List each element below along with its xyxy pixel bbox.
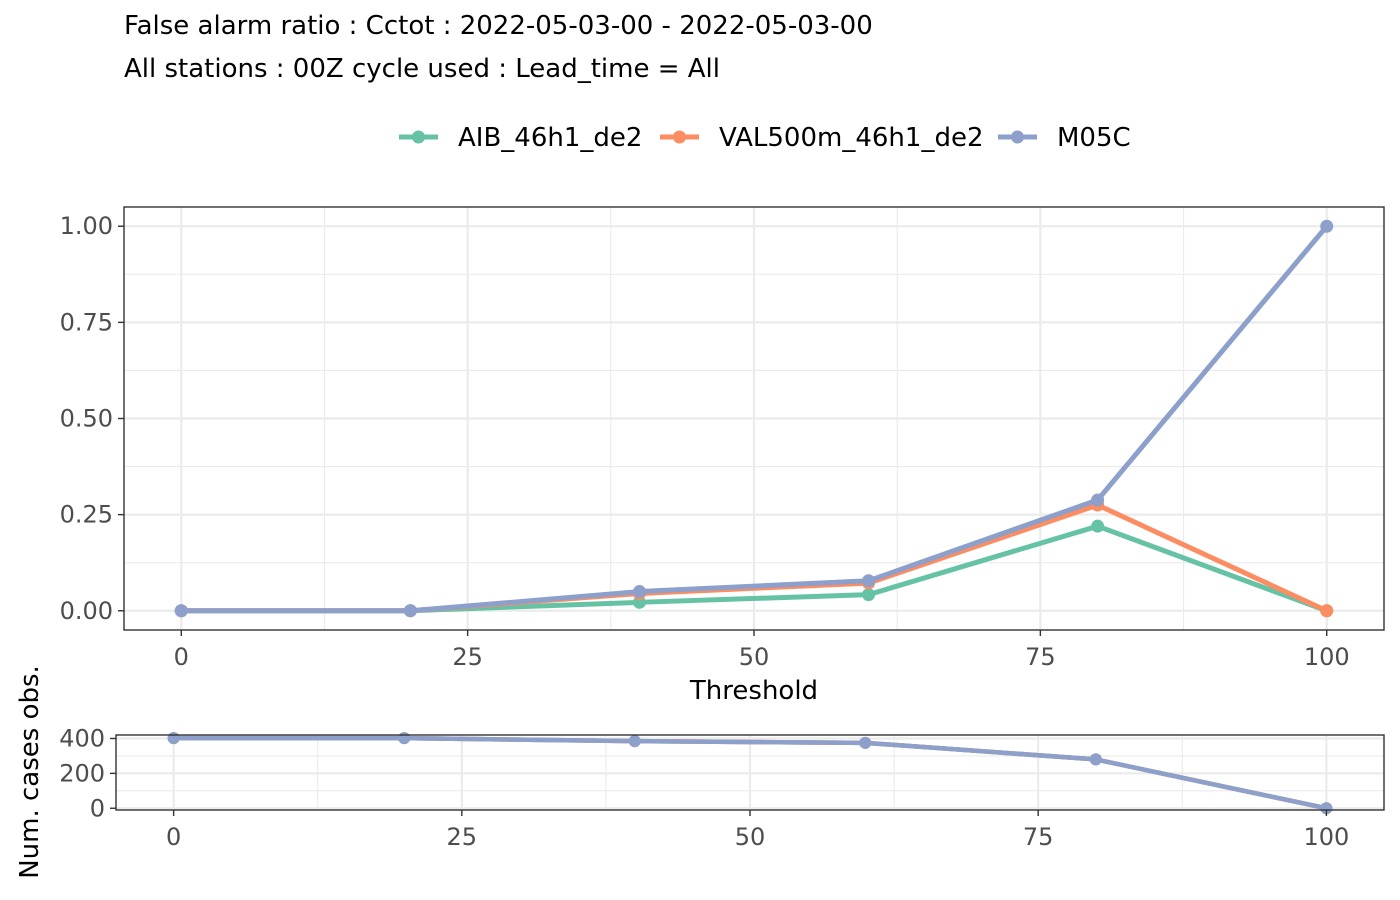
y-tick-label: 0.75: [60, 308, 113, 336]
legend-key-point-AIB_46h1_de2: [412, 130, 425, 144]
x-tick-label: 75: [1023, 823, 1054, 851]
y-tick-label: 0: [90, 794, 105, 822]
data-point-M05C: [1320, 219, 1334, 233]
data-point-AIB_46h1_de2: [1091, 519, 1105, 533]
x-tick-label: 25: [452, 643, 483, 671]
y-tick-label: 400: [59, 724, 105, 752]
data-point-M05C: [632, 585, 646, 599]
data-point-M05C: [403, 604, 417, 618]
data-point-M05C: [167, 732, 180, 745]
y-axis-title: Num. cases obs.: [15, 665, 45, 879]
data-point-M05C: [1089, 753, 1102, 766]
x-tick-label: 50: [735, 823, 766, 851]
x-tick-label: 50: [739, 643, 770, 671]
y-tick-label: 0.00: [60, 597, 113, 625]
chart-title: False alarm ratio : Cctot : 2022-05-03-0…: [124, 11, 873, 41]
x-tick-label: 75: [1025, 643, 1056, 671]
x-tick-label: 0: [166, 823, 181, 851]
legend-label-VAL500m_46h1_de2: VAL500m_46h1_de2: [719, 123, 984, 153]
data-point-VAL500m_46h1_de2: [1320, 604, 1334, 618]
x-tick-label: 25: [447, 823, 478, 851]
y-tick-label: 0.25: [60, 501, 113, 529]
legend-key-point-VAL500m_46h1_de2: [673, 130, 686, 144]
data-point-M05C: [859, 736, 872, 749]
data-point-M05C: [862, 574, 876, 588]
main-plot-panel: 0 25 50 75 100 0.00 0.25 0.50 0.75 1.00 Threshold: [60, 206, 1385, 706]
data-point-M05C: [1320, 802, 1333, 815]
legend: AIB_46h1_de2 VAL500m_46h1_de2 M05C: [399, 123, 1131, 153]
data-point-M05C: [174, 604, 188, 618]
legend-label-M05C: M05C: [1057, 123, 1131, 153]
x-tick-label: 100: [1304, 643, 1350, 671]
count-plot-panel: 0 25 50 75 100 0 200 400 Num. cases obs.: [15, 665, 1385, 879]
data-point-M05C: [398, 732, 411, 745]
legend-label-AIB_46h1_de2: AIB_46h1_de2: [458, 123, 642, 153]
y-tick-label: 200: [59, 759, 105, 787]
y-tick-label: 0.50: [60, 405, 113, 433]
data-point-M05C: [628, 735, 641, 748]
data-point-AIB_46h1_de2: [862, 588, 876, 602]
x-tick-label: 0: [174, 643, 189, 671]
chart-subtitle: All stations : 00Z cycle used : Lead_tim…: [124, 54, 720, 84]
data-point-M05C: [1091, 493, 1105, 507]
series-line-M05C: [178, 223, 1330, 614]
series-line-M05C: [171, 735, 1329, 811]
y-tick-label: 1.00: [60, 212, 113, 240]
legend-key-point-M05C: [1011, 130, 1024, 144]
x-tick-label: 100: [1303, 823, 1349, 851]
x-axis-title: Threshold: [689, 676, 818, 706]
